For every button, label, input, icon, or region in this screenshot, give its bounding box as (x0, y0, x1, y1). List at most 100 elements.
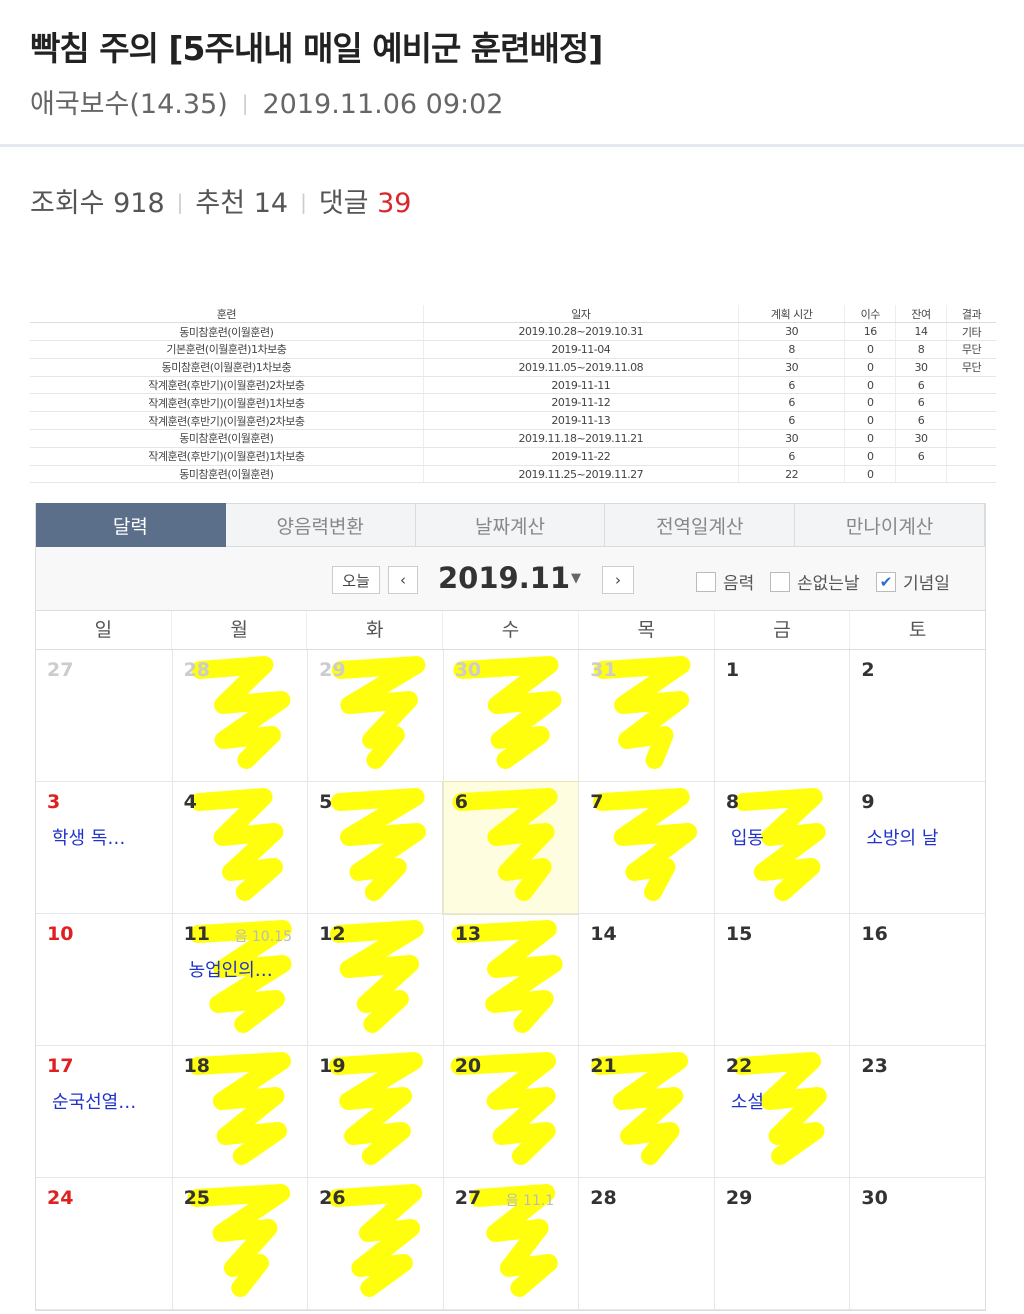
check-icon[interactable]: ✔ (876, 571, 896, 592)
day-cell[interactable]: 9 소방의 날 (849, 782, 985, 914)
weekday-label: 일 (94, 619, 113, 641)
day-cell[interactable]: 11 음 10.15 농업인의… (171, 914, 308, 1046)
day-number: 25 (183, 1187, 211, 1209)
day-cell[interactable]: 22 소설 (713, 1046, 850, 1178)
day-cell[interactable]: 8 입동 (713, 782, 850, 914)
day-number: 10 (47, 923, 74, 945)
day-cell[interactable]: 2 (849, 650, 985, 782)
tab-0[interactable]: 달력 (36, 503, 226, 547)
table-cell: 무단 (945, 340, 996, 359)
table-cell: 8 (737, 340, 845, 359)
day-cell[interactable]: 14 (578, 914, 714, 1046)
table-cell (945, 429, 996, 448)
table-cell (945, 411, 996, 431)
tab-4[interactable]: 만나이계산 (795, 503, 985, 547)
day-cell[interactable]: 30 (849, 1178, 985, 1310)
day-cell[interactable]: 27 (36, 650, 172, 782)
tab-1[interactable]: 양음력변환 (225, 503, 416, 547)
post-meta: 애국보수(14.35) | 2019.11.06 09:02 (30, 82, 503, 121)
month-title[interactable]: 2019.11 (438, 561, 571, 595)
separator: | (176, 190, 184, 214)
table-cell: 작계훈련(후반기)(이월훈련)2차보충 (30, 411, 424, 431)
author[interactable]: 애국보수(14.35) (30, 89, 228, 120)
day-cell[interactable]: 12 (307, 914, 443, 1046)
table-cell: 2019-11-22 (422, 447, 739, 466)
day-cell[interactable]: 28 (578, 1178, 714, 1310)
table-cell: 2019.11.05~2019.11.08 (422, 358, 739, 377)
day-cell[interactable]: 17 순국선열… (36, 1046, 172, 1178)
checkbox-box[interactable] (770, 571, 790, 592)
day-cell[interactable]: 28 (171, 650, 308, 782)
table-cell: 2019.10.28~2019.10.31 (422, 322, 739, 342)
day-cell[interactable]: 26 (307, 1178, 443, 1310)
chevron-down-icon[interactable]: ▼ (571, 571, 581, 586)
day-cell[interactable]: 19 (307, 1046, 443, 1178)
day-cell[interactable]: 13 (442, 914, 579, 1046)
event-label[interactable]: 순국선열… (52, 1092, 137, 1113)
day-cell[interactable]: 29 (307, 650, 443, 782)
day-cell[interactable]: 20 (442, 1046, 579, 1178)
day-cell[interactable]: 27 음 11.1 (442, 1178, 579, 1310)
table-cell: 6 (737, 376, 845, 395)
day-cell[interactable]: 31 (578, 650, 714, 782)
table-cell (945, 465, 996, 484)
today-button[interactable]: 오늘 (332, 566, 380, 594)
table-cell: 6 (895, 393, 947, 413)
lunar-date: 음 11.1 (505, 1193, 555, 1209)
weekday-label: 화 (306, 611, 442, 649)
event-label[interactable]: 농업인의… (188, 960, 273, 981)
table-cell (945, 393, 996, 413)
day-cell[interactable]: 30 (442, 650, 579, 782)
training-table: 훈련 일자 계획 시간 이수 잔여 결과 동미참훈련(이월훈련) 2019.10.28~201… (30, 305, 996, 484)
table-cell: 무단 (945, 358, 996, 377)
day-cell[interactable]: 7 (578, 782, 714, 914)
day-cell[interactable]: 25 (171, 1178, 308, 1310)
event-label[interactable]: 소방의 날 (866, 828, 939, 849)
comments-count[interactable]: 39 (377, 188, 412, 219)
day-cell[interactable]: 10 (36, 914, 172, 1046)
next-month-button[interactable]: › (602, 566, 634, 594)
tab-3[interactable]: 전역일계산 (605, 503, 796, 547)
checkbox-0[interactable]: 음력 (696, 569, 754, 594)
event-label[interactable]: 소설 (730, 1092, 764, 1113)
table-cell (945, 376, 996, 395)
calendar-grid: 27 28 29 30 31 1 2 3 학생 독… 4 5 6 7 8 입동 9 소방의 날 10 11 음 10.… (36, 650, 985, 1310)
comments-label[interactable]: 댓글 (318, 188, 369, 219)
table-cell: 2019-11-12 (422, 393, 739, 413)
day-number: 26 (319, 1187, 346, 1209)
day-cell[interactable]: 15 (713, 914, 850, 1046)
checkbox-1[interactable]: 손없는날 (770, 569, 860, 594)
day-cell[interactable]: 1 (713, 650, 850, 782)
checkbox-2[interactable]: ✔ 기념일 (876, 569, 950, 594)
weekday-label: 목 (577, 611, 714, 649)
separator: | (241, 91, 249, 115)
event-label[interactable]: 학생 독… (52, 828, 126, 849)
post-title: 빡침 주의 [5주내내 매일 예비군 훈련배정] (30, 29, 603, 68)
table-cell: 0 (844, 429, 896, 448)
day-cell[interactable]: 18 (171, 1046, 308, 1178)
table-row: 작계훈련(후반기)(이월훈련)1차보충 2019-11-22 6 0 6 (30, 447, 996, 466)
day-cell[interactable]: 29 (713, 1178, 850, 1310)
day-cell[interactable]: 3 학생 독… (36, 782, 172, 914)
checkbox-box[interactable] (696, 571, 716, 592)
event-label[interactable]: 입동 (730, 828, 764, 849)
day-cell[interactable]: 5 (307, 782, 443, 914)
prev-month-button[interactable]: ‹ (388, 566, 418, 594)
tab-2[interactable]: 날짜계산 (415, 503, 606, 547)
table-cell: 작계훈련(후반기)(이월훈련)2차보충 (30, 376, 424, 395)
table-cell: 기본훈련(이월훈련)1차보충 (30, 340, 424, 359)
day-cell[interactable]: 23 (849, 1046, 985, 1178)
day-number: 14 (590, 923, 617, 945)
table-cell: 14 (895, 322, 947, 342)
day-cell[interactable]: 21 (578, 1046, 714, 1178)
weekday-label: 월 (170, 611, 307, 649)
day-number: 9 (861, 791, 875, 813)
day-cell[interactable]: 4 (171, 782, 308, 914)
table-row: 동미참훈련(이월훈련) 2019.10.28~2019.10.31 30 16 14 기타 (30, 322, 996, 342)
table-cell: 0 (844, 411, 896, 431)
day-cell[interactable]: 24 (36, 1178, 172, 1310)
table-cell: 30 (737, 429, 845, 448)
day-cell[interactable]: 16 (849, 914, 985, 1046)
day-number: 19 (319, 1055, 346, 1077)
day-cell[interactable]: 6 (441, 781, 580, 915)
